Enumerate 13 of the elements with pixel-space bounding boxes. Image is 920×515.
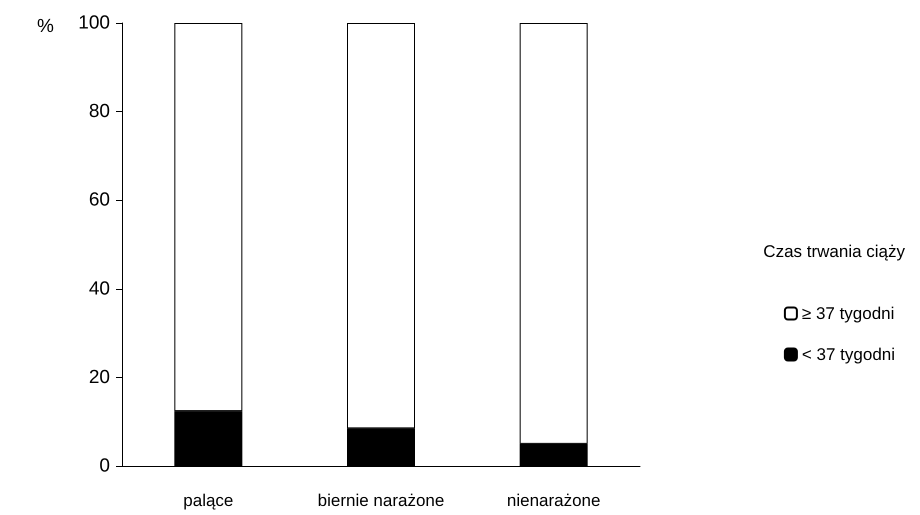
legend-label: ≥ 37 tygodni [802,304,894,323]
legend-title: Czas trwania ciąży [763,242,906,261]
y-axis-title: % [37,16,54,37]
y-tick-label: 0 [99,456,110,476]
x-tick-label: biernie narażone [318,491,444,510]
y-tick-label: 40 [88,278,110,300]
x-tick-label: nienarażone [506,491,600,510]
y-tick-label: 60 [88,190,110,211]
y-tick-label: 100 [78,12,110,34]
y-tick-label: 80 [88,101,110,122]
x-tick-label: palące [183,491,234,510]
y-tick-label: 20 [88,366,110,388]
legend-label: < 37 tygodni [802,345,896,364]
